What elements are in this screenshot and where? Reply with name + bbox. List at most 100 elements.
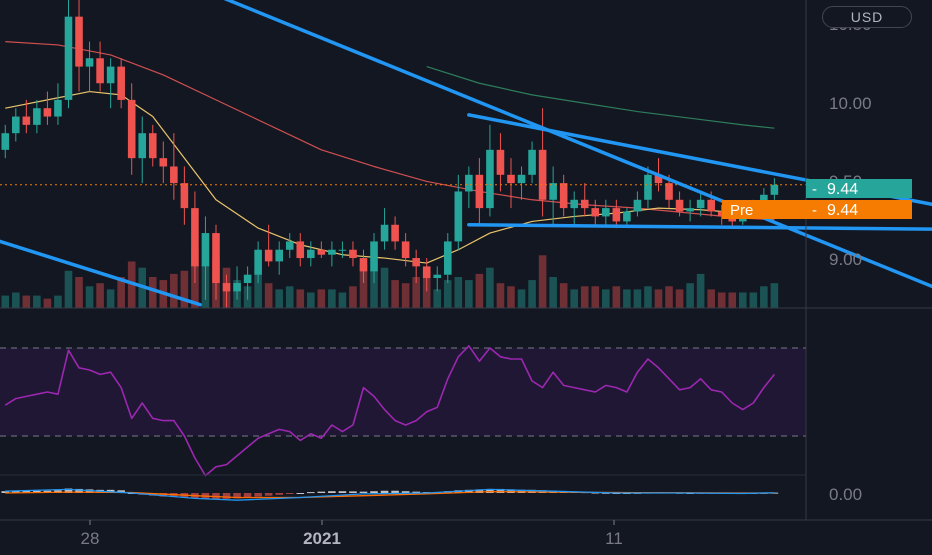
volume-bar	[528, 280, 536, 308]
candle-body	[43, 108, 52, 117]
volume-bar	[623, 289, 631, 308]
volume-bar	[349, 286, 357, 308]
candle-body	[85, 58, 94, 67]
candle-body	[422, 266, 431, 279]
candle-body	[1, 133, 10, 150]
volume-bar	[285, 286, 294, 308]
candle-body	[296, 241, 305, 259]
candle-body	[54, 99, 62, 117]
candle-body	[486, 149, 494, 209]
price-tick-10: 10.00	[829, 94, 872, 113]
candle-body	[454, 191, 463, 242]
candle-body	[264, 249, 273, 262]
candle-body	[117, 66, 125, 100]
candle-body	[96, 58, 104, 84]
candles	[1, 0, 779, 308]
macd-histogram-bar	[496, 488, 505, 493]
candle-body	[138, 133, 147, 159]
candle-body	[359, 258, 368, 272]
candle-body	[496, 149, 505, 175]
candle-body	[507, 174, 515, 184]
macd-histogram-bar	[254, 493, 262, 497]
macd-histogram-bar	[317, 491, 326, 493]
volume-bar	[264, 283, 273, 308]
candle-body	[328, 249, 336, 255]
macd-histogram-bar	[243, 493, 252, 498]
premarket-tag: Pre - 9.44	[722, 200, 912, 219]
volume-bar	[580, 286, 589, 308]
candle-body	[465, 174, 473, 192]
candle-body	[623, 211, 631, 222]
volume-bar	[486, 267, 494, 308]
time-axis[interactable]: 28 2021 11	[81, 520, 623, 548]
macd-histogram-bar	[33, 490, 41, 493]
macd-histogram-bar	[75, 488, 83, 493]
volume-bar	[686, 283, 694, 308]
macd-histogram-bar	[285, 493, 294, 494]
volume-bar	[1, 295, 10, 308]
volume-bar	[148, 277, 157, 308]
volume-bar	[738, 292, 747, 308]
rsi-pane	[0, 344, 806, 477]
volume-bar	[559, 283, 568, 308]
volume-bar	[359, 264, 368, 308]
time-tick-2021: 2021	[303, 529, 341, 548]
candle-body	[380, 224, 389, 242]
volume-bar	[675, 289, 684, 308]
volume-bar	[22, 295, 31, 308]
macd-histogram-bar	[401, 491, 410, 493]
volume-bar	[412, 277, 420, 308]
macd-histogram-bar	[117, 490, 125, 493]
candle-body	[22, 116, 31, 125]
candle-body	[106, 66, 115, 84]
candle-body	[675, 199, 684, 212]
volume-bar	[401, 283, 410, 308]
currency-button[interactable]: USD	[822, 6, 912, 28]
price-axis[interactable]: 10.50 10.00 9.50 9.00 - 9.44 Pre - 9.44 …	[722, 15, 912, 504]
trendlines[interactable]	[0, 0, 932, 308]
macd-line	[5, 488, 775, 501]
candle-body	[443, 241, 452, 275]
volume-bar	[465, 280, 473, 308]
macd-histogram-bar	[12, 491, 20, 493]
volume-bar	[591, 286, 600, 308]
candle-body	[770, 184, 779, 195]
volume-bar	[85, 286, 94, 308]
candle-body	[243, 274, 252, 284]
sma-slow-line	[426, 66, 775, 129]
candle-body	[222, 283, 231, 292]
volume-bar	[728, 292, 737, 308]
macd-zero-label: 0.00	[829, 485, 862, 504]
macd-pane	[1, 488, 779, 501]
time-tick-11: 11	[605, 529, 623, 548]
volume-bar	[180, 270, 189, 308]
volume-bar	[370, 270, 378, 308]
volume-bar	[707, 289, 715, 308]
volume-bar	[443, 280, 452, 308]
volume-bar	[633, 289, 642, 308]
trendline	[0, 239, 202, 307]
candle-body	[12, 116, 20, 134]
macd-histogram-bar	[349, 491, 357, 493]
candle-body	[307, 249, 315, 259]
volume-bar	[665, 286, 673, 308]
candle-body	[559, 183, 568, 209]
volume-bar	[475, 273, 484, 308]
macd-histogram-bar	[475, 489, 484, 493]
candle-body	[602, 208, 610, 217]
macd-histogram-bar	[338, 491, 347, 493]
candle-body	[665, 183, 673, 200]
macd-histogram-bar	[359, 491, 368, 493]
macd-histogram-bar	[328, 491, 336, 493]
candle-body	[254, 249, 262, 275]
macd-histogram-bar	[465, 489, 473, 493]
volume-bar	[507, 286, 515, 308]
volume-bar	[717, 292, 726, 308]
volume-bar	[380, 267, 389, 308]
candle-body	[180, 183, 189, 209]
candle-body	[170, 166, 178, 184]
premarket-prefix: Pre	[730, 202, 753, 219]
candle-body	[549, 183, 557, 200]
candle-body	[517, 174, 526, 184]
